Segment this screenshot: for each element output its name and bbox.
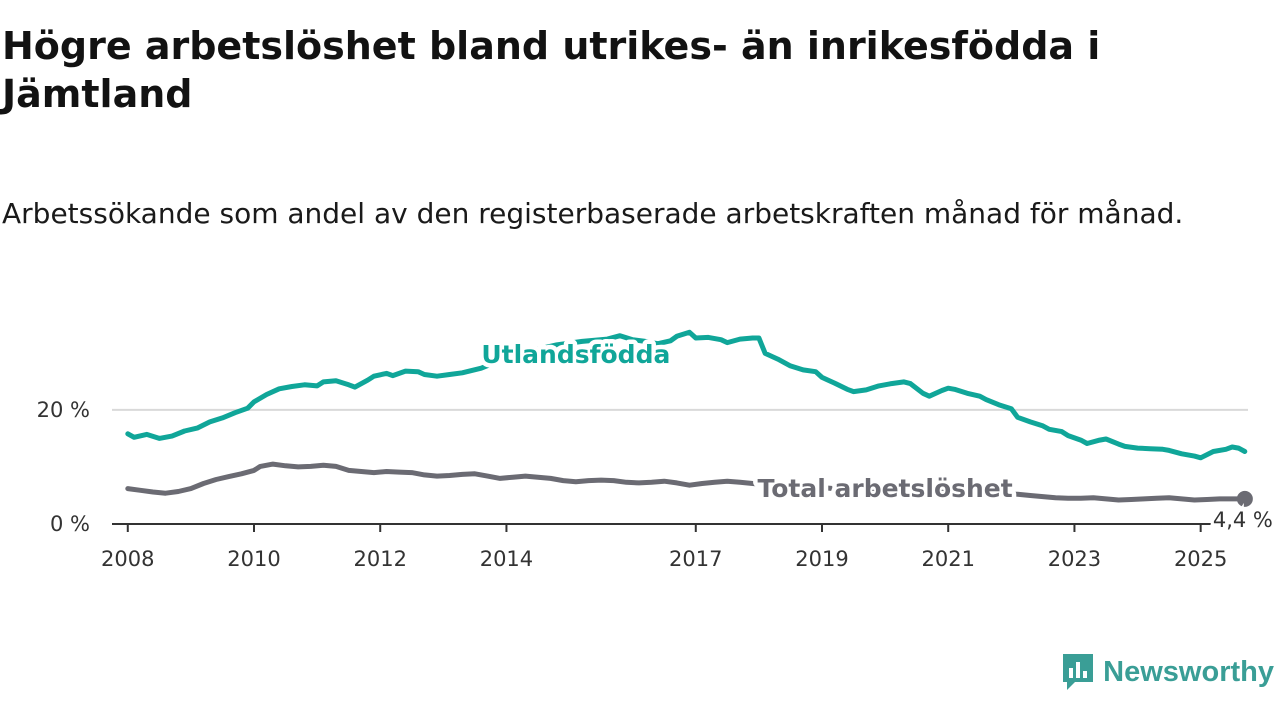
chart-subtitle: Arbetssökande som andel av den registerb… [2, 197, 1184, 230]
series-label: Utlandsfödda [481, 340, 670, 369]
x-tick-label: 2017 [669, 547, 722, 571]
y-tick-label: 20 % [37, 398, 90, 422]
x-tick-label: 2008 [101, 547, 154, 571]
x-tick-label: 2012 [353, 547, 406, 571]
end-value-label: 4,4 % [1213, 508, 1273, 532]
newsworthy-logo-icon [1063, 654, 1094, 690]
newsworthy-logo: Newsworthy [1061, 652, 1274, 692]
series-line-total [125, 461, 1248, 503]
x-tick-label: 2021 [921, 547, 974, 571]
x-tick-label: 2019 [795, 547, 848, 571]
series-label: Total arbetslöshet [758, 474, 1013, 503]
x-tick-label: 2025 [1174, 547, 1227, 571]
x-tick-label: 2010 [227, 547, 280, 571]
x-tick-label: 2023 [1048, 547, 1101, 571]
y-tick-label: 0 % [50, 512, 90, 536]
series-line-foreign-born [125, 329, 1248, 461]
chart-title: Högre arbetslöshet bland utrikes- än inr… [2, 24, 1101, 116]
end-point-marker [1236, 490, 1253, 507]
x-tick-label: 2014 [480, 547, 533, 571]
newsworthy-logo-text: Newsworthy [1103, 655, 1274, 688]
